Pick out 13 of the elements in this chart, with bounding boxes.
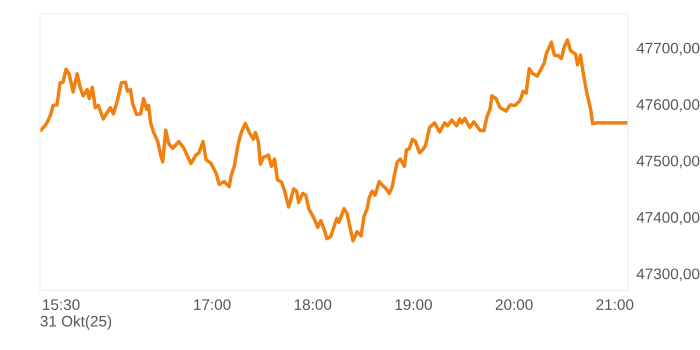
y-tick-label: 47700,00 [636,42,700,56]
x-tick-label: 21:00 [596,299,634,310]
x-tick-label: 19:00 [395,299,432,310]
x-tick-label: 18:00 [294,299,332,310]
x-tick-label: 15:30 [43,299,80,310]
line-series [40,38,628,243]
x-tick-label: 20:00 [496,299,533,310]
y-tick-label: 47400,00 [636,212,700,225]
y-tick-label: 47500,00 [636,156,700,168]
y-tick-label: 47600,00 [636,99,700,112]
text: 31 Okt(25) [40,315,112,330]
x-tick-label: 17:00 [194,299,231,310]
y-tick-label: 47300,00 [636,268,700,282]
